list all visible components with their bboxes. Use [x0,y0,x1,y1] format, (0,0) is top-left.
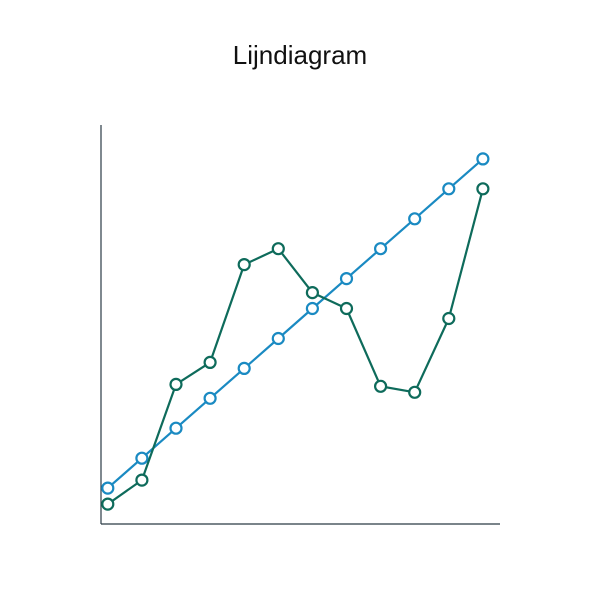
series-1-point-2 [135,451,149,465]
series-1-line [106,157,484,490]
series-1-point-8 [339,272,354,286]
series-2-point-6 [271,242,285,256]
series-2-point-10 [408,385,422,399]
series-1-point-12 [476,152,490,166]
series-1-point-3 [169,421,183,435]
series-1-point-6 [271,331,285,346]
series-2-line [106,187,484,506]
series-2-point-11 [442,311,456,326]
series-2-point-7 [305,286,319,300]
series-1-point-7 [305,301,319,316]
series-1-point-9 [374,242,388,256]
series-2 [101,182,490,511]
series-2-point-2 [135,473,149,487]
series-2-point-4 [203,355,217,369]
series-1-point-4 [203,391,217,405]
plot-area [101,152,490,511]
series-1 [101,152,490,495]
series-1-point-1 [101,481,115,495]
series-1-point-11 [442,182,456,196]
series-1-point-5 [237,361,251,375]
series-2-point-3 [169,377,183,391]
series-2-point-5 [237,258,251,272]
series-2-point-12 [476,182,490,196]
series-1-point-10 [408,212,422,226]
series-2-point-9 [374,379,388,393]
chart-title: Lijndiagram [233,40,367,70]
series-2-point-8 [339,301,354,316]
axes [100,125,500,525]
series-2-point-1 [101,497,115,511]
